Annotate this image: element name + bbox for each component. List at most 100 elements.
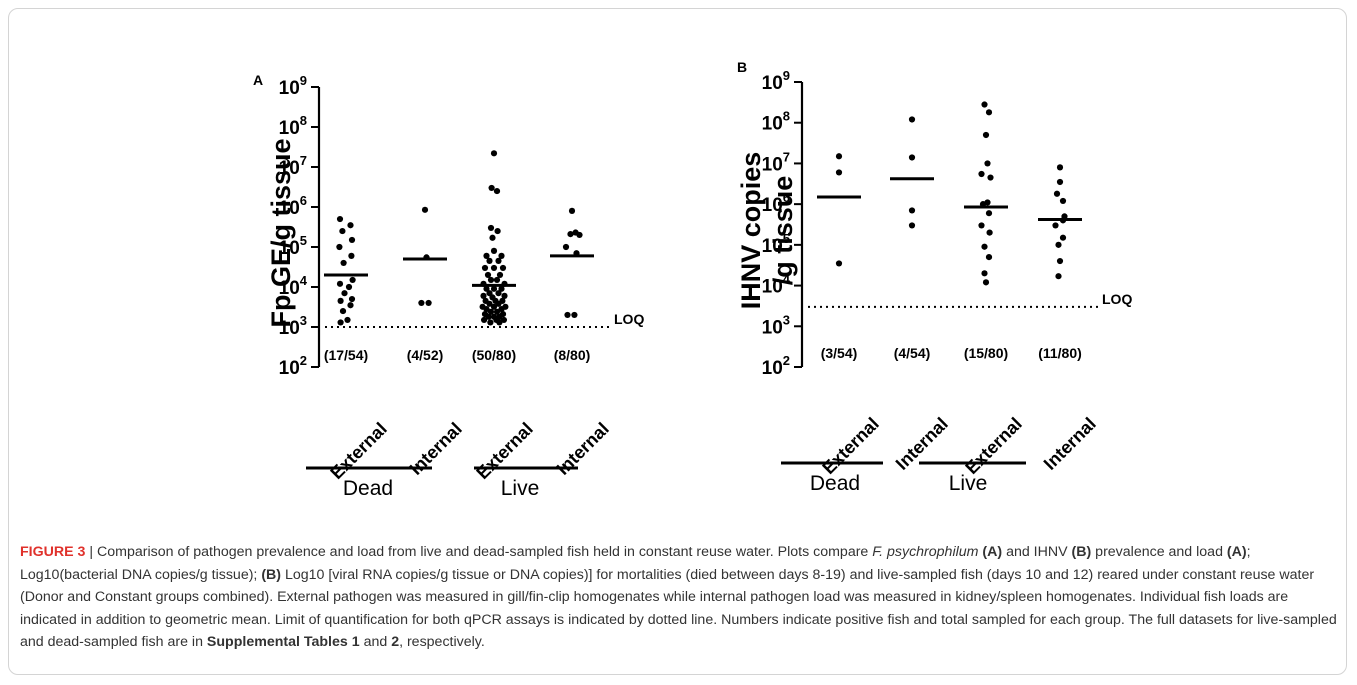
- y-tick-label: 107: [279, 153, 307, 179]
- x-category-label: External: [818, 414, 882, 478]
- data-point: [493, 276, 501, 284]
- data-point: [336, 280, 344, 287]
- group-label: Dead: [343, 477, 393, 500]
- data-point: [493, 187, 501, 195]
- y-axis-title: Fp GE/g tissue: [266, 138, 296, 327]
- data-point: [1055, 273, 1062, 280]
- data-point: [487, 308, 495, 315]
- data-point: [501, 292, 508, 299]
- y-tick-label: 108: [279, 113, 307, 139]
- data-point: [835, 260, 843, 267]
- figure-frame: [8, 8, 1347, 675]
- data-point: [495, 290, 502, 297]
- data-point: [339, 307, 347, 315]
- x-category-label: External: [961, 414, 1025, 478]
- caption-table2-link[interactable]: 2: [391, 634, 400, 650]
- y-axis-title-line: /g tissue: [768, 176, 798, 286]
- group-label: Dead: [810, 472, 860, 495]
- data-point: [481, 316, 488, 324]
- data-point: [490, 264, 498, 272]
- loq-label: LOQ: [614, 311, 644, 327]
- caption-text-4: prevalence and load: [1091, 544, 1227, 560]
- data-point: [1056, 164, 1064, 171]
- data-point: [981, 270, 988, 277]
- caption-text-1: Comparison of pathogen prevalence and lo…: [97, 544, 873, 560]
- y-tick-label: 105: [762, 231, 790, 257]
- caption-text-7: and: [359, 634, 392, 650]
- data-point: [348, 252, 355, 259]
- panel-label: A: [253, 72, 263, 88]
- data-point: [1056, 178, 1064, 186]
- data-point: [987, 174, 994, 181]
- data-point: [481, 264, 489, 272]
- caption-tag-b-2: (B): [261, 566, 282, 583]
- data-point: [1059, 234, 1067, 241]
- y-tick-label: 103: [279, 313, 307, 339]
- data-point: [985, 109, 993, 116]
- y-tick-label: 102: [279, 353, 307, 379]
- data-point: [1059, 197, 1067, 205]
- data-point: [483, 306, 490, 313]
- caption-tag-b: (B): [1071, 544, 1092, 560]
- count-label: (50/80): [472, 347, 516, 363]
- data-point: [496, 319, 503, 326]
- x-category-label: External: [326, 419, 390, 483]
- data-point: [496, 271, 504, 279]
- count-label: (4/54): [894, 345, 931, 361]
- data-point: [485, 313, 492, 320]
- data-point: [347, 302, 354, 309]
- y-tick-label: 108: [762, 109, 790, 135]
- data-point: [347, 222, 354, 229]
- y-tick-label: 109: [762, 68, 790, 94]
- caption-tables-link[interactable]: Supplemental Tables 1: [206, 634, 360, 650]
- data-point: [494, 227, 501, 235]
- data-point: [484, 271, 492, 279]
- data-point: [490, 303, 498, 310]
- count-label: (4/52): [407, 347, 444, 363]
- chart-panel-b: B 102 103 104 105 106 107 108 109 IHNV copies/g t…: [736, 59, 1132, 495]
- caption-text-3: and IHNV: [1002, 544, 1072, 560]
- data-point: [982, 131, 990, 139]
- y-tick-label: 102: [762, 353, 790, 379]
- data-point: [488, 184, 495, 192]
- data-point: [568, 207, 576, 214]
- data-point: [576, 231, 583, 239]
- data-point: [571, 311, 578, 319]
- data-point: [483, 252, 490, 259]
- count-label: (11/80): [1038, 345, 1082, 361]
- data-point: [564, 311, 571, 319]
- data-point: [345, 283, 353, 291]
- data-point: [1055, 241, 1062, 248]
- caption-species: F. psychrophilum: [872, 544, 979, 560]
- data-point: [486, 257, 493, 264]
- data-point: [908, 116, 916, 123]
- data-point: [421, 206, 429, 213]
- data-point: [489, 234, 496, 241]
- data-point: [341, 290, 348, 297]
- data-point: [908, 207, 916, 214]
- data-point: [985, 254, 993, 261]
- panel-label: B: [737, 59, 747, 75]
- data-point: [499, 264, 507, 272]
- data-point: [340, 259, 347, 267]
- data-point: [493, 308, 501, 315]
- data-point: [487, 276, 495, 284]
- y-tick-label: 106: [762, 190, 790, 216]
- data-point: [483, 285, 490, 292]
- data-point: [1056, 257, 1064, 265]
- caption-tag-a-2: (A): [1226, 544, 1247, 560]
- data-point: [498, 285, 505, 292]
- loq-label: LOQ: [1102, 291, 1132, 307]
- x-category-label: Internal: [406, 419, 466, 479]
- data-point: [562, 243, 570, 251]
- data-point: [1053, 190, 1061, 197]
- count-label: (3/54): [821, 345, 858, 361]
- data-point: [978, 222, 985, 229]
- x-category-label: Internal: [892, 414, 952, 474]
- data-point: [495, 257, 502, 264]
- data-point: [344, 316, 351, 324]
- data-point: [337, 297, 344, 304]
- data-point: [981, 243, 988, 250]
- x-category-label: Internal: [553, 419, 613, 479]
- figure-charts: A 102 103 104 105 106 107 108 109 Fp GE/g tissue L…: [253, 59, 1132, 500]
